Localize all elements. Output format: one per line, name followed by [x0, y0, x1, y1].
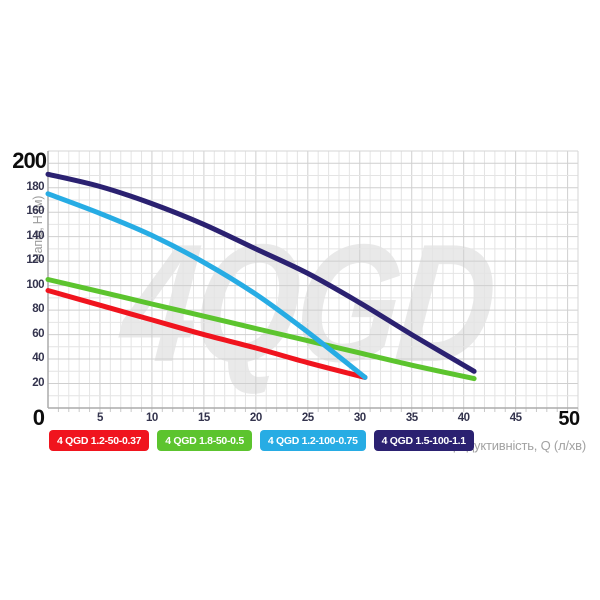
series-curve-4	[45, 171, 477, 374]
y-tick-label: 120	[26, 254, 44, 267]
x-tick-label: 25	[301, 412, 314, 424]
y-tick-label: 100	[26, 278, 44, 291]
series-curve-2	[45, 277, 477, 382]
chart-legend: 4 QGD 1.2-50-0.37 4 QGD 1.8-50-0.5 4 QGD 1…	[49, 430, 474, 451]
y-tick-label: 160	[26, 205, 44, 218]
plot-area	[45, 150, 579, 412]
series-curve-1	[45, 288, 368, 380]
legend-item-3: 4 QGD 1.2-100-0.75	[259, 430, 366, 451]
x-tick-label: 15	[197, 412, 210, 424]
y-tick-label: 40	[32, 352, 44, 365]
origin-label: 0	[32, 405, 45, 430]
x-tick-label: 35	[405, 412, 418, 424]
y-tick-label: 60	[32, 327, 44, 340]
x-tick-label: 20	[249, 412, 262, 424]
legend-item-4: 4 QGD 1.5-100-1.1	[373, 430, 474, 451]
plot-canvas	[45, 150, 579, 412]
y-tick-label: 140	[26, 229, 44, 242]
series-curve-3	[45, 191, 368, 380]
x-tick-label: 5	[97, 412, 103, 424]
x-tick-label: 40	[457, 412, 470, 424]
x-tick-label: 30	[353, 412, 366, 424]
x-tick-label: 10	[146, 412, 158, 424]
y-tick-label: 180	[26, 180, 44, 193]
x-tick-label: 45	[509, 412, 522, 424]
y-tick-label: 80	[32, 303, 44, 316]
y-tick-label: 20	[32, 376, 44, 389]
legend-item-2: 4 QGD 1.8-50-0.5	[157, 430, 252, 451]
legend-item-1: 4 QGD 1.2-50-0.37	[49, 430, 150, 451]
y-axis-max-label: 200	[12, 148, 47, 173]
x-axis-title: Продуктивність, Q (л/хв)	[443, 438, 586, 453]
x-axis-max-label: 50	[558, 408, 580, 430]
